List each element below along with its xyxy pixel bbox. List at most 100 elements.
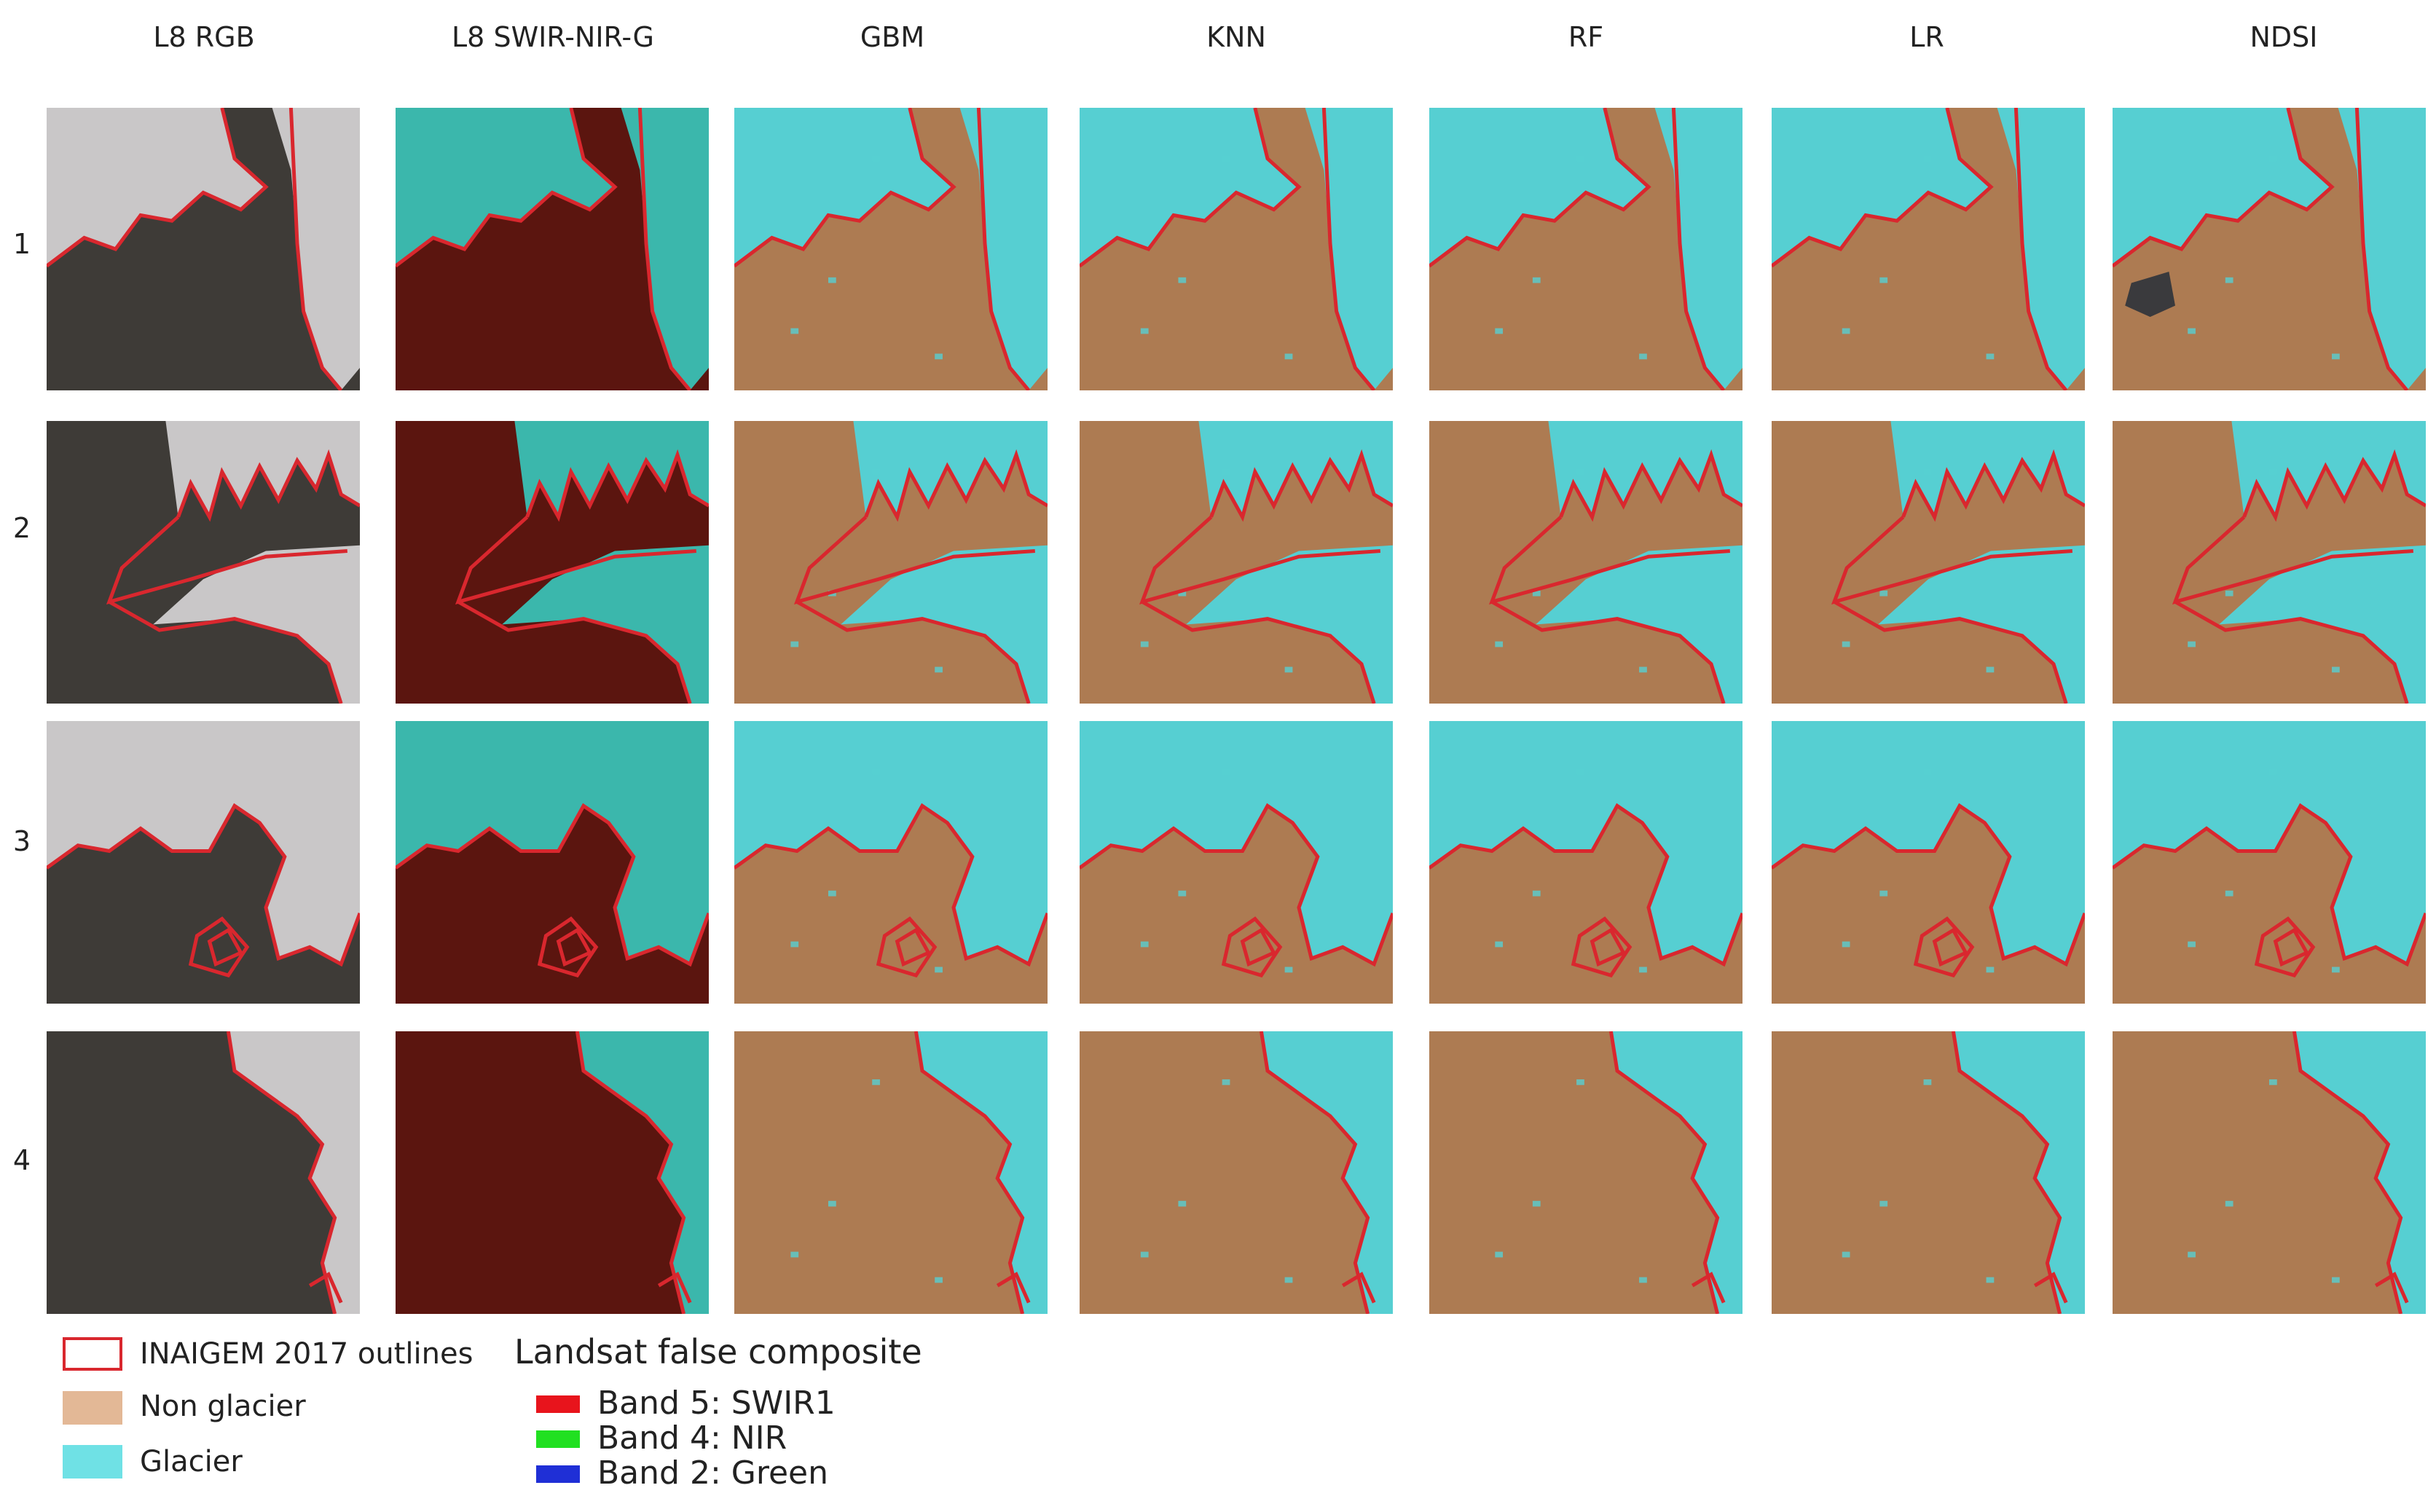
glacier-region xyxy=(1261,1031,1393,1314)
ice-pixel xyxy=(1986,353,1995,360)
ice-pixel xyxy=(1923,768,1932,775)
inaigem-outline xyxy=(734,108,1029,390)
tile-knn-row-3 xyxy=(1080,721,1393,1004)
glacier-region xyxy=(1953,1031,2085,1314)
band-2-label: Band 2: Green xyxy=(597,1454,829,1492)
ice-pixel xyxy=(790,941,799,948)
glacier-region xyxy=(841,421,1048,704)
ice-pixel xyxy=(1495,641,1504,647)
ice-pixel xyxy=(2225,590,2233,596)
inaigem-outline xyxy=(109,455,360,704)
column-header-gbm: GBM xyxy=(860,21,925,53)
ice-pixel xyxy=(1842,641,1850,647)
inaigem-outline xyxy=(2294,1031,2407,1314)
tile-knn-row-2 xyxy=(1080,421,1393,704)
ice-pixel xyxy=(790,328,799,334)
composite-title: Landsat false composite xyxy=(514,1332,922,1371)
glacier-region xyxy=(47,108,360,390)
ice-pixel xyxy=(2225,1200,2233,1207)
inaigem-outline xyxy=(734,806,1048,975)
inaigem-outline xyxy=(577,1031,690,1314)
legend-glacier-label: Glacier xyxy=(140,1445,243,1478)
glacier-region xyxy=(734,721,1048,964)
ice-pixel xyxy=(1140,941,1149,948)
legend-non-glacier-label: Non glacier xyxy=(140,1390,306,1423)
ice-pixel xyxy=(1140,641,1149,647)
glacier-region xyxy=(1429,721,1742,964)
ice-pixel xyxy=(1532,1200,1541,1207)
tile-rf-row-3 xyxy=(1429,721,1742,1004)
glacier-region xyxy=(47,721,360,964)
ice-pixel xyxy=(872,1079,880,1085)
legend-outline-swatch xyxy=(63,1337,122,1371)
glacier-region xyxy=(734,108,1048,390)
tile-rgb-row-2 xyxy=(47,421,360,704)
tile-rgb-row-1 xyxy=(47,108,360,390)
ice-pixel xyxy=(2269,1079,2277,1085)
glacier-region xyxy=(1611,1031,1742,1314)
ice-pixel xyxy=(1879,890,1888,897)
ice-pixel xyxy=(2225,890,2233,897)
legend-outline-label: INAIGEM 2017 outlines xyxy=(140,1337,474,1371)
inaigem-outline xyxy=(1772,806,2085,975)
glacier-region xyxy=(396,721,709,964)
ice-pixel xyxy=(1923,155,1932,162)
ice-pixel xyxy=(1639,1277,1647,1283)
glacier-region xyxy=(916,1031,1048,1314)
ice-pixel xyxy=(2188,328,2196,334)
ice-pixel xyxy=(1576,155,1584,162)
ice-pixel xyxy=(935,1277,943,1283)
row-label-2: 2 xyxy=(12,512,31,544)
inaigem-outline xyxy=(916,1031,1029,1314)
ice-pixel xyxy=(1639,353,1647,360)
inaigem-outline xyxy=(396,108,690,390)
ice-pixel xyxy=(1178,1200,1187,1207)
inaigem-outline xyxy=(1429,806,1742,975)
ice-pixel xyxy=(2188,641,2196,647)
inaigem-outline xyxy=(1834,455,2085,704)
tile-lr-row-3 xyxy=(1772,721,2085,1004)
inaigem-outline xyxy=(2175,455,2426,704)
glacier-region xyxy=(1429,108,1742,390)
ice-pixel xyxy=(1986,966,1995,973)
tile-ndsi-row-3 xyxy=(2113,721,2426,1004)
inaigem-outline xyxy=(47,806,360,975)
ice-pixel xyxy=(1879,277,1888,283)
ice-pixel xyxy=(1178,890,1187,897)
ice-pixel xyxy=(1842,941,1850,948)
tile-gbm-row-3 xyxy=(734,721,1048,1004)
ice-pixel xyxy=(1284,1277,1293,1283)
ice-pixel xyxy=(1284,666,1293,673)
glacier-region xyxy=(228,1031,360,1314)
ice-pixel xyxy=(2332,666,2340,673)
tile-swir-nir-g-row-1 xyxy=(396,108,709,390)
tile-gbm-row-2 xyxy=(734,421,1048,704)
ice-pixel xyxy=(828,277,836,283)
ice-pixel xyxy=(1879,590,1888,596)
inaigem-outline xyxy=(1611,1031,1724,1314)
glacier-region xyxy=(502,421,709,704)
glacier-region xyxy=(1080,721,1393,964)
glacier-region xyxy=(1536,421,1742,704)
glacier-region xyxy=(2294,1031,2426,1314)
inaigem-outline xyxy=(797,455,1048,704)
ice-pixel xyxy=(872,468,880,475)
inaigem-outline xyxy=(1953,1031,2066,1314)
glacier-region xyxy=(2113,108,2426,390)
glacier-region xyxy=(1772,721,2085,964)
ice-pixel xyxy=(1532,890,1541,897)
inaigem-outline xyxy=(1772,108,2066,390)
inaigem-outline xyxy=(228,1031,341,1314)
ice-pixel xyxy=(1178,277,1187,283)
inaigem-outline xyxy=(47,108,341,390)
column-header-rf: RF xyxy=(1568,21,1604,53)
glacier-region xyxy=(153,421,360,704)
ice-pixel xyxy=(2188,1251,2196,1258)
tile-ndsi-row-4 xyxy=(2113,1031,2426,1314)
tile-gbm-row-1 xyxy=(734,108,1048,390)
ice-pixel xyxy=(2332,1277,2340,1283)
inaigem-outline xyxy=(1080,806,1393,975)
row-label-3: 3 xyxy=(12,825,31,857)
glacier-region xyxy=(1772,108,2085,390)
ice-pixel xyxy=(1140,328,1149,334)
